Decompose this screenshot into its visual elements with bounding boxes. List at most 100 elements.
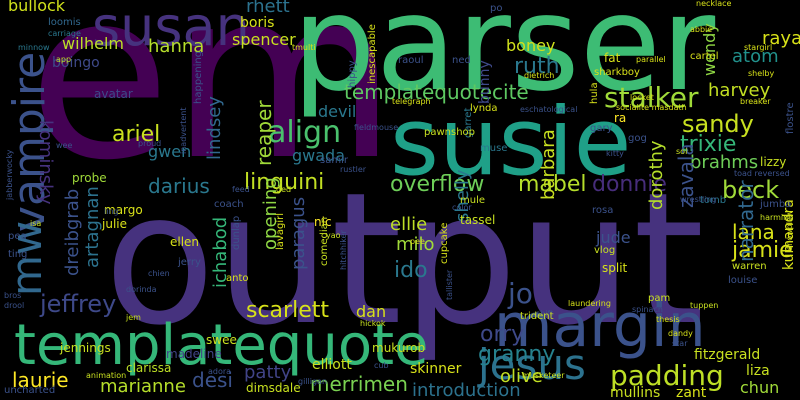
word-jerry: jerry <box>178 257 201 268</box>
word-kominsky: kominsky <box>35 120 56 205</box>
word-isa: isa <box>30 219 42 228</box>
word-hitchhiker: hitchhiker <box>339 230 348 270</box>
word-fitzgerald: fitzgerald <box>694 347 761 363</box>
word-pam: pam <box>648 293 671 304</box>
word-ling: ling <box>104 207 119 216</box>
word-em: em <box>28 0 397 211</box>
word-artagnan: artagnan <box>82 186 103 268</box>
word-telegraph: telegraph <box>392 97 431 106</box>
word-laundering: laundering <box>568 299 611 308</box>
word-color: color <box>452 203 472 212</box>
word-rustler: rustler <box>340 165 367 174</box>
word-stalker: stalker <box>604 81 699 114</box>
word-patty: patty <box>244 362 292 383</box>
word-split: split <box>602 261 628 275</box>
word-thesis: thesis <box>656 315 680 324</box>
word-pea: pea <box>8 231 27 242</box>
word-julie: julie <box>102 217 127 231</box>
word-cupcake: cupcake <box>439 222 450 264</box>
word-escapable: inescapable <box>367 24 378 84</box>
word-tomb: tomb <box>700 195 727 206</box>
word-liza: liza <box>746 363 770 379</box>
word-wrestling: wrestling <box>680 195 717 204</box>
word-gog: gog <box>628 133 647 144</box>
word-wee: wee <box>56 141 73 150</box>
word-madeline: madeline <box>166 347 222 361</box>
word-harvey: harvey <box>708 80 771 101</box>
word-rhett: rhett <box>246 0 290 17</box>
word-adora: adora <box>208 367 232 376</box>
word-anto: anto <box>226 273 249 284</box>
word-brahms: brahms <box>690 152 759 173</box>
word-paragus: paragus <box>288 196 309 270</box>
word-mullins: mullins <box>610 385 661 400</box>
word-chun: chun <box>740 378 780 397</box>
word-jo: jo <box>508 277 533 310</box>
word-pee: pee <box>410 237 425 246</box>
word-ido: ido <box>394 258 428 283</box>
word-locket: locket <box>630 93 654 102</box>
word-dunlap: dunlap <box>231 215 242 250</box>
word-darius: darius <box>148 174 210 198</box>
word-mule: mule <box>460 195 486 206</box>
word-kitty: kitty <box>606 149 624 158</box>
word-mukurob: mukurob <box>372 341 426 355</box>
word-susan: susan <box>92 0 250 58</box>
word-louise: louise <box>728 275 758 286</box>
word-introduction: introduction <box>412 380 521 400</box>
word-spinach: spinach <box>632 305 663 314</box>
word-cub: cub <box>374 361 389 370</box>
word-susie: susie <box>390 88 632 197</box>
word-scarlett: scarlett <box>246 298 329 323</box>
word-necklace: necklace <box>696 0 732 8</box>
word-padding: padding <box>610 359 724 392</box>
word-inadvertent: inadvertent <box>179 107 188 154</box>
word-parallel: parallel <box>636 55 666 64</box>
word-beck: beck <box>722 176 780 204</box>
word-bullock: bullock <box>8 0 66 15</box>
word-narrator: narrator <box>734 180 758 262</box>
word-gary: gary <box>590 123 613 134</box>
word-app: app <box>56 55 72 64</box>
word-raoul: raoul <box>398 55 424 66</box>
word-merrimen: merrimen <box>310 372 408 396</box>
word-lindsey: lindsey <box>204 96 225 160</box>
word-shift: shift <box>536 309 554 318</box>
word-trident: trident <box>520 311 554 322</box>
word-gwen: gwen <box>148 142 192 161</box>
word-pawnshop: pawnshop <box>424 127 476 138</box>
word-yao: yao <box>326 231 341 240</box>
word-swee: swee <box>206 333 237 347</box>
word-atom: atom <box>732 46 779 67</box>
word-zant: zant <box>676 385 707 400</box>
word-shelby: shelby <box>748 69 775 78</box>
word-muse: muse <box>480 143 508 154</box>
word-dietrich: dietrich <box>524 71 555 80</box>
word-hanna: hanna <box>148 36 205 57</box>
word-tmulti: tmulti <box>292 43 316 52</box>
word-jennings: jennings <box>60 341 111 355</box>
word-ned: ned <box>452 55 471 66</box>
word-ariel: ariel <box>112 122 161 147</box>
word-dreibgrab: dreibgrab <box>62 188 83 276</box>
word-laurie: laurie <box>12 368 69 392</box>
word-jamie: jamie <box>732 238 793 263</box>
word-align: align <box>268 115 342 150</box>
word-drool: drool <box>4 301 25 310</box>
word-jude: jude <box>596 228 631 247</box>
word-tassel: tassel <box>460 213 496 227</box>
word-star: star <box>672 339 688 348</box>
word-lavagirl: lavagirl <box>275 213 286 250</box>
word-hickok: hickok <box>360 319 386 328</box>
word-carriage: carriage <box>48 29 81 38</box>
word-stargirl: stargirl <box>744 43 773 52</box>
word-musketeer: musketeer <box>522 371 565 380</box>
word-ellie: ellie <box>390 214 428 235</box>
word-minnow: minnow <box>18 43 50 52</box>
word-sol: sol <box>676 147 688 156</box>
word-ra: ra <box>614 111 627 125</box>
word-ruth: ruth <box>514 54 560 79</box>
word-jem: jem <box>126 313 141 322</box>
word-lynda: lynda <box>470 103 498 114</box>
